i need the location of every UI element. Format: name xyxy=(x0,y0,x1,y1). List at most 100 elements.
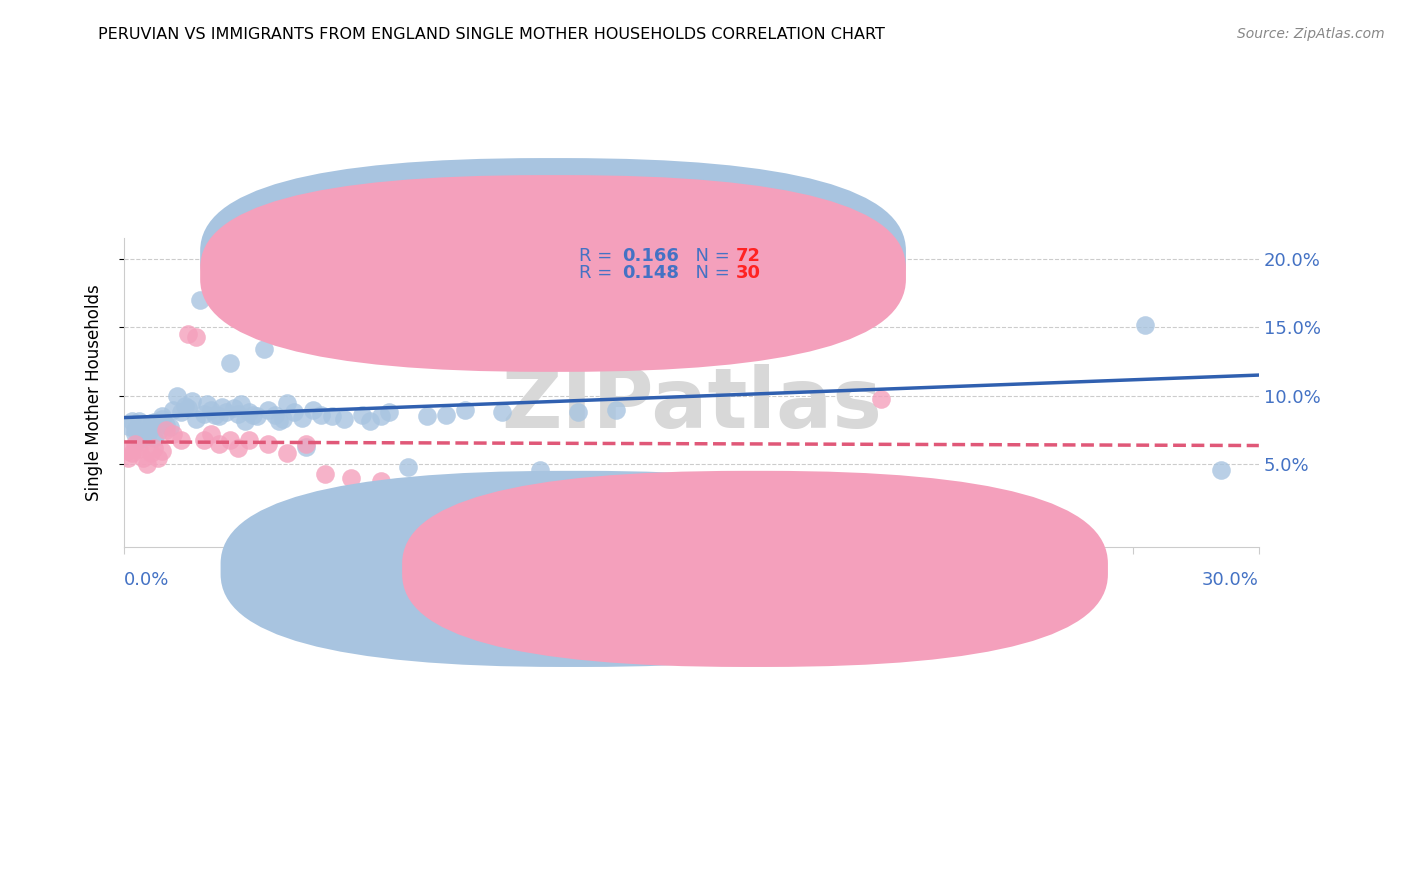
Point xyxy=(184,412,207,426)
Point xyxy=(128,433,150,447)
Point xyxy=(135,458,157,472)
Point xyxy=(204,408,226,422)
Point xyxy=(869,392,891,406)
Point xyxy=(132,425,155,439)
Point xyxy=(359,414,381,428)
Point xyxy=(211,400,233,414)
Point xyxy=(200,427,222,442)
Point xyxy=(139,422,162,436)
Point xyxy=(188,293,211,307)
Point xyxy=(238,405,260,419)
Point xyxy=(132,450,155,465)
Point xyxy=(416,409,439,424)
Text: 0.0%: 0.0% xyxy=(124,572,170,590)
Point xyxy=(794,313,817,327)
Text: Peruvians: Peruvians xyxy=(595,560,676,578)
Point xyxy=(1209,463,1232,477)
Point xyxy=(170,405,193,419)
Text: ZIPatlas: ZIPatlas xyxy=(501,364,882,445)
Point xyxy=(605,402,627,417)
FancyBboxPatch shape xyxy=(221,471,927,667)
Point xyxy=(208,409,231,424)
Point xyxy=(233,414,256,428)
Text: 0.166: 0.166 xyxy=(623,247,679,265)
Point xyxy=(150,412,173,426)
Point xyxy=(193,407,215,421)
Point xyxy=(378,405,401,419)
Point xyxy=(253,343,276,357)
Point xyxy=(226,407,249,421)
Point xyxy=(162,427,184,442)
Point xyxy=(162,402,184,417)
Point xyxy=(370,474,392,488)
FancyBboxPatch shape xyxy=(402,471,1108,667)
Point xyxy=(294,437,316,451)
FancyBboxPatch shape xyxy=(200,158,905,355)
Point xyxy=(245,409,267,424)
Point xyxy=(170,433,193,447)
Point xyxy=(264,408,287,422)
Point xyxy=(242,408,264,422)
Point xyxy=(219,433,242,447)
Point xyxy=(208,437,231,451)
Point xyxy=(124,423,146,437)
Text: N =: N = xyxy=(683,264,735,282)
Point xyxy=(605,481,627,495)
Point xyxy=(132,417,155,432)
Text: R =: R = xyxy=(579,247,619,265)
FancyBboxPatch shape xyxy=(522,244,823,285)
Point xyxy=(155,417,177,432)
Point xyxy=(321,409,343,424)
Point xyxy=(128,442,150,457)
Point xyxy=(226,441,249,455)
Point xyxy=(529,463,551,477)
Y-axis label: Single Mother Households: Single Mother Households xyxy=(86,285,103,501)
Point xyxy=(128,414,150,428)
Point xyxy=(238,433,260,447)
Point xyxy=(195,397,218,411)
Text: Immigrants from England: Immigrants from England xyxy=(776,560,988,578)
Point xyxy=(567,405,589,419)
Point xyxy=(121,414,143,428)
Point xyxy=(340,318,363,332)
Point xyxy=(193,433,215,447)
Point xyxy=(332,412,354,426)
Point xyxy=(135,428,157,442)
Point xyxy=(124,437,146,451)
Point xyxy=(173,399,195,413)
Point xyxy=(257,402,280,417)
Point xyxy=(166,389,188,403)
Point xyxy=(143,441,166,455)
Point xyxy=(117,450,139,465)
Point xyxy=(681,310,703,325)
Point xyxy=(146,425,169,439)
Point xyxy=(283,405,305,419)
Point xyxy=(150,443,173,458)
Point xyxy=(269,414,291,428)
Point xyxy=(291,410,314,425)
Text: N =: N = xyxy=(683,247,735,265)
Point xyxy=(150,409,173,424)
Point xyxy=(139,417,162,431)
Point xyxy=(139,446,162,460)
Point xyxy=(453,402,475,417)
Point xyxy=(124,427,146,442)
Point xyxy=(257,437,280,451)
Point xyxy=(276,446,298,460)
Point xyxy=(117,443,139,458)
Point xyxy=(294,440,316,454)
Point xyxy=(143,415,166,429)
Point xyxy=(177,327,200,342)
Point xyxy=(155,423,177,437)
Point xyxy=(184,330,207,344)
Point xyxy=(135,425,157,440)
Point xyxy=(276,396,298,410)
Point xyxy=(117,419,139,434)
Point xyxy=(219,356,242,370)
Text: 0.148: 0.148 xyxy=(623,264,679,282)
Point xyxy=(121,446,143,460)
Text: 30: 30 xyxy=(735,264,761,282)
Text: 30.0%: 30.0% xyxy=(1202,572,1258,590)
FancyBboxPatch shape xyxy=(200,175,905,372)
Point xyxy=(143,431,166,445)
